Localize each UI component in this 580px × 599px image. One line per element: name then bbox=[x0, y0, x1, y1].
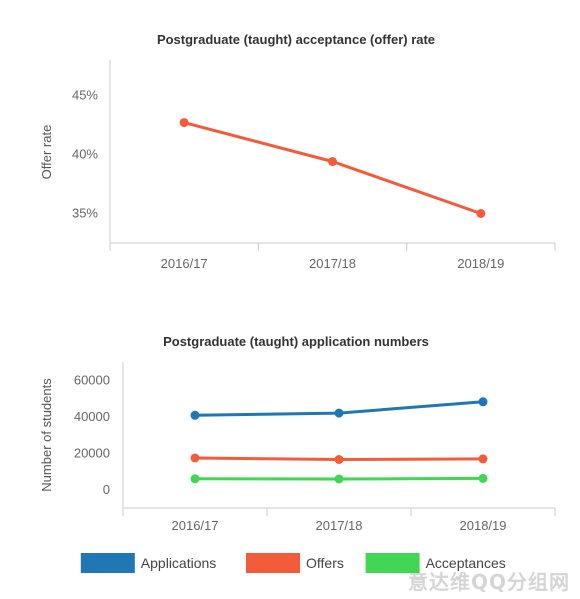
legend-item-acceptances[interactable]: Acceptances bbox=[365, 553, 506, 573]
y-tick-label: 0 bbox=[103, 482, 110, 497]
data-point-applications[interactable] bbox=[190, 410, 200, 420]
data-point-offer-rate[interactable] bbox=[179, 118, 189, 128]
watermark: 意达维QQ分组网 bbox=[407, 570, 570, 594]
series-line-offer-rate bbox=[182, 121, 483, 215]
y-axis-label: Number of students bbox=[39, 378, 54, 492]
legend-swatch bbox=[365, 553, 420, 573]
data-point-offer-rate[interactable] bbox=[328, 157, 337, 167]
application-numbers-chart: Postgraduate (taught) application number… bbox=[39, 334, 556, 573]
data-point-offer-rate[interactable] bbox=[476, 208, 486, 218]
y-tick-label: 60000 bbox=[74, 372, 110, 387]
data-point-applications[interactable] bbox=[478, 397, 488, 407]
data-point-offers[interactable] bbox=[334, 454, 344, 464]
y-tick-label: 45% bbox=[72, 87, 98, 102]
offer-rate-chart: Postgraduate (taught) acceptance (offer)… bbox=[39, 32, 556, 271]
x-tick-label: 2018/19 bbox=[457, 256, 504, 271]
data-point-applications[interactable] bbox=[334, 408, 344, 418]
y-tick-label: 40000 bbox=[74, 409, 110, 424]
legend-item-applications[interactable]: Applications bbox=[80, 553, 217, 573]
data-point-acceptances[interactable] bbox=[478, 473, 488, 483]
y-tick-label: 40% bbox=[72, 146, 98, 161]
legend: Applications Offers Acceptances bbox=[80, 553, 506, 573]
x-tick-label: 2016/17 bbox=[172, 518, 219, 533]
x-tick-label: 2018/19 bbox=[460, 518, 507, 533]
chart-title: Postgraduate (taught) application number… bbox=[163, 334, 429, 349]
legend-label: Offers bbox=[306, 555, 344, 571]
y-axis-label: Offer rate bbox=[39, 125, 54, 180]
legend-swatch bbox=[246, 553, 300, 573]
data-point-acceptances[interactable] bbox=[190, 474, 200, 484]
x-tick-label: 2016/17 bbox=[161, 256, 208, 271]
x-tick-label: 2017/18 bbox=[316, 518, 363, 533]
legend-label: Applications bbox=[141, 555, 217, 571]
y-tick-label: 35% bbox=[72, 205, 98, 220]
data-point-offers[interactable] bbox=[478, 454, 488, 464]
x-tick-label: 2017/18 bbox=[309, 256, 356, 271]
data-point-offers[interactable] bbox=[190, 453, 200, 463]
chart-title: Postgraduate (taught) acceptance (offer)… bbox=[157, 32, 435, 47]
legend-item-offers[interactable]: Offers bbox=[246, 553, 344, 573]
y-tick-label: 20000 bbox=[74, 445, 110, 460]
legend-label: Acceptances bbox=[426, 555, 506, 571]
data-point-acceptances[interactable] bbox=[334, 474, 344, 484]
legend-swatch bbox=[80, 553, 135, 573]
